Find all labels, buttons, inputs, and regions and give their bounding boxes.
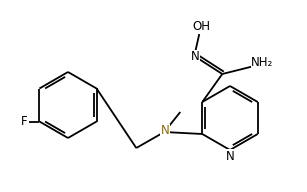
Text: N: N xyxy=(226,150,234,162)
Text: NH₂: NH₂ xyxy=(251,55,274,69)
Text: N: N xyxy=(161,124,170,137)
Text: OH: OH xyxy=(192,21,210,33)
Text: F: F xyxy=(21,115,28,128)
Text: N: N xyxy=(191,50,200,64)
